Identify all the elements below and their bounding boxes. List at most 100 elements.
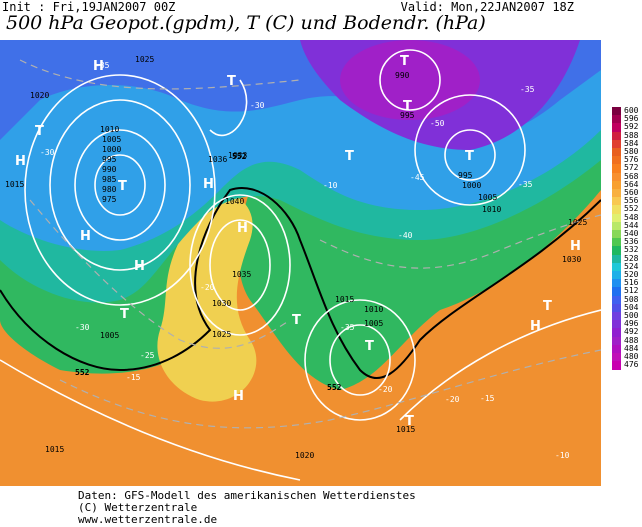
isobar-label: 995 (102, 155, 117, 164)
legend-label: 500 (624, 311, 639, 320)
legend-label: 484 (624, 343, 639, 353)
legend-swatch (612, 303, 621, 313)
legend-label: 588 (624, 130, 639, 140)
legend-swatch (612, 328, 621, 338)
legend-swatch (612, 295, 621, 305)
high-marker: H (93, 59, 104, 74)
isobar-label: 1020 (295, 451, 314, 460)
gpdm-label: 552 (75, 368, 90, 377)
temperature-lines (19, 59, 601, 429)
isobar-label: 1025 (212, 330, 231, 339)
legend-label: 516 (624, 278, 639, 288)
isobar-label: 990 (102, 165, 117, 174)
legend-swatch (612, 189, 621, 198)
legend-swatch (612, 197, 621, 206)
gpdm-label: 552 (327, 383, 342, 392)
chart-title: 500 hPa Geopot.(gpdm), T (C) und Bodendr… (6, 12, 486, 34)
low-marker: T (118, 179, 127, 194)
low-marker: T (227, 74, 236, 89)
legend-swatch (612, 287, 621, 297)
temp-label: -45 (410, 173, 425, 182)
low-marker: T (365, 339, 374, 354)
legend-swatch (612, 107, 621, 116)
high-marker: H (203, 177, 214, 192)
isobar-label: 1030 (212, 299, 231, 308)
legend-label: 480 (624, 352, 639, 361)
temp-label: -20 (378, 385, 393, 394)
legend-swatch (612, 115, 621, 124)
legend-swatch (612, 271, 621, 280)
isobar-label: 990 (395, 71, 410, 80)
temp-label: -20 (445, 395, 460, 404)
footer-source: Daten: GFS-Modell des amerikanischen Wet… (78, 489, 416, 502)
isobar-label: 995 (458, 171, 473, 180)
high-marker: H (80, 229, 91, 244)
legend-label: 552 (624, 204, 639, 214)
legend-swatch (612, 230, 621, 239)
isobar-label: 995 (400, 111, 415, 120)
high-marker: H (134, 259, 145, 274)
legend-swatch (612, 205, 621, 215)
isobar-label: 1036 (208, 155, 227, 164)
isobar-label: 1015 (5, 180, 24, 189)
legend-label: 584 (624, 138, 639, 148)
pressure-labels: 1025 1020 1015 1010 1005 1000 995 990 98… (5, 55, 587, 460)
weather-map: 1025 1020 1015 1010 1005 1000 995 990 98… (0, 40, 601, 486)
map-canvas: 1025 1020 1015 1010 1005 1000 995 990 98… (0, 40, 601, 486)
isobar-label: 1015 (335, 295, 354, 304)
legend-label: 512 (624, 286, 639, 296)
isobar-label: 1005 (478, 193, 497, 202)
legend-label: 580 (624, 147, 639, 156)
isobar-label: 1020 (30, 91, 49, 100)
legend-label: 492 (624, 327, 639, 337)
legend-swatch (612, 344, 621, 354)
legend-swatch (612, 139, 621, 149)
isobar-label: 1015 (396, 425, 415, 434)
legend-label: 528 (624, 253, 639, 263)
isobars (0, 49, 601, 481)
low-marker: T (543, 299, 552, 314)
legend-swatch (612, 164, 621, 174)
gpdm-label: 552 (232, 152, 247, 161)
isobar-label: 1010 (100, 125, 119, 134)
temp-label: -50 (430, 119, 445, 128)
footer-copyright: (C) Wetterzentrale (78, 501, 198, 514)
legend-label: 524 (624, 261, 639, 271)
legend-swatch (612, 254, 621, 264)
low-marker: T (345, 149, 354, 164)
legend-label: 476 (624, 360, 639, 370)
legend-swatch (612, 156, 621, 165)
isobar-label: 980 (102, 185, 117, 194)
isobar-label: 1010 (364, 305, 383, 314)
legend-swatch (612, 180, 621, 190)
isobar-label: 1000 (102, 145, 121, 154)
isobar-label: 1025 (568, 218, 587, 227)
legend-swatch (612, 320, 621, 329)
temperature-labels: -35 -30 -30 -50 -35 -45 -35 -40 -10 -35 … (40, 61, 570, 460)
isobar-label: 975 (102, 195, 117, 204)
isobar-label: 1015 (45, 445, 64, 454)
isobar-label: 1035 (232, 270, 251, 279)
legend-swatch (612, 361, 621, 370)
isobar-label: 1005 (100, 331, 119, 340)
isobar-label: 1033 (228, 151, 247, 160)
valid-time: Valid: Mon,22JAN2007 18Z (400, 0, 574, 14)
low-marker: T (400, 54, 409, 69)
legend-label: 496 (624, 319, 639, 329)
legend-label: 560 (624, 188, 639, 197)
legend-label: 592 (624, 122, 639, 132)
legend-label: 532 (624, 245, 639, 255)
temp-label: -35 (340, 323, 355, 332)
legend-swatch (612, 279, 621, 288)
isobar-label: 1000 (462, 181, 481, 190)
high-marker: H (570, 239, 581, 254)
legend-swatch (612, 213, 621, 223)
legend-label: 556 (624, 196, 639, 206)
temp-label: -25 (140, 351, 155, 360)
high-marker: H (530, 319, 541, 334)
temp-label: -30 (75, 323, 90, 332)
legend-label: 488 (624, 335, 639, 345)
legend-label: 520 (624, 270, 639, 279)
temp-label: -30 (250, 101, 265, 110)
legend-label: 504 (624, 302, 639, 312)
